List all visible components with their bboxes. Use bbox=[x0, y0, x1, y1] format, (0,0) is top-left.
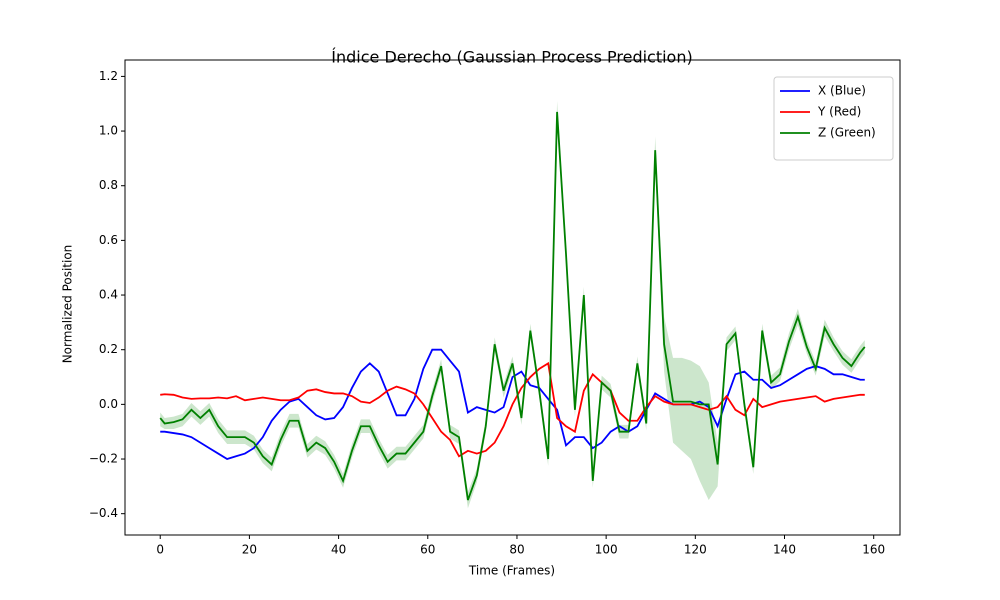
plot-frame bbox=[124, 59, 901, 536]
x-tick-label: 60 bbox=[420, 543, 435, 557]
y-tick-label: −0.2 bbox=[89, 452, 118, 466]
y-tick-label: 0.4 bbox=[99, 288, 118, 302]
series-line bbox=[159, 111, 866, 501]
y-tick-label: 0.2 bbox=[99, 342, 118, 356]
confidence-band bbox=[160, 100, 865, 509]
y-tick-label: 1.2 bbox=[99, 69, 118, 83]
x-tick-label: 40 bbox=[331, 543, 346, 557]
y-tick-label: 0.8 bbox=[99, 178, 118, 192]
y-tick-label: 1.0 bbox=[99, 124, 118, 138]
legend-label: Z (Green) bbox=[818, 126, 876, 140]
legend-box bbox=[773, 76, 894, 161]
x-axis-label: Time (Frames) bbox=[468, 564, 555, 578]
series-line bbox=[160, 361, 865, 458]
y-axis-label: Normalized Position bbox=[61, 245, 75, 364]
x-tick-label: 160 bbox=[862, 543, 885, 557]
chart-title: Índice Derecho (Gaussian Process Predict… bbox=[331, 48, 692, 67]
x-tick-label: 100 bbox=[595, 543, 618, 557]
x-tick-label: 0 bbox=[156, 543, 164, 557]
legend-label: X (Blue) bbox=[818, 84, 866, 98]
x-tick-label: 20 bbox=[242, 543, 257, 557]
y-tick-label: 0.0 bbox=[99, 397, 118, 411]
x-tick-label: 80 bbox=[509, 543, 524, 557]
y-tick-label: −0.4 bbox=[89, 506, 118, 520]
series-line bbox=[160, 348, 865, 461]
y-tick-label: 0.6 bbox=[99, 233, 118, 247]
x-tick-label: 140 bbox=[773, 543, 796, 557]
legend-label: Y (Red) bbox=[817, 105, 861, 119]
x-tick-label: 120 bbox=[684, 543, 707, 557]
